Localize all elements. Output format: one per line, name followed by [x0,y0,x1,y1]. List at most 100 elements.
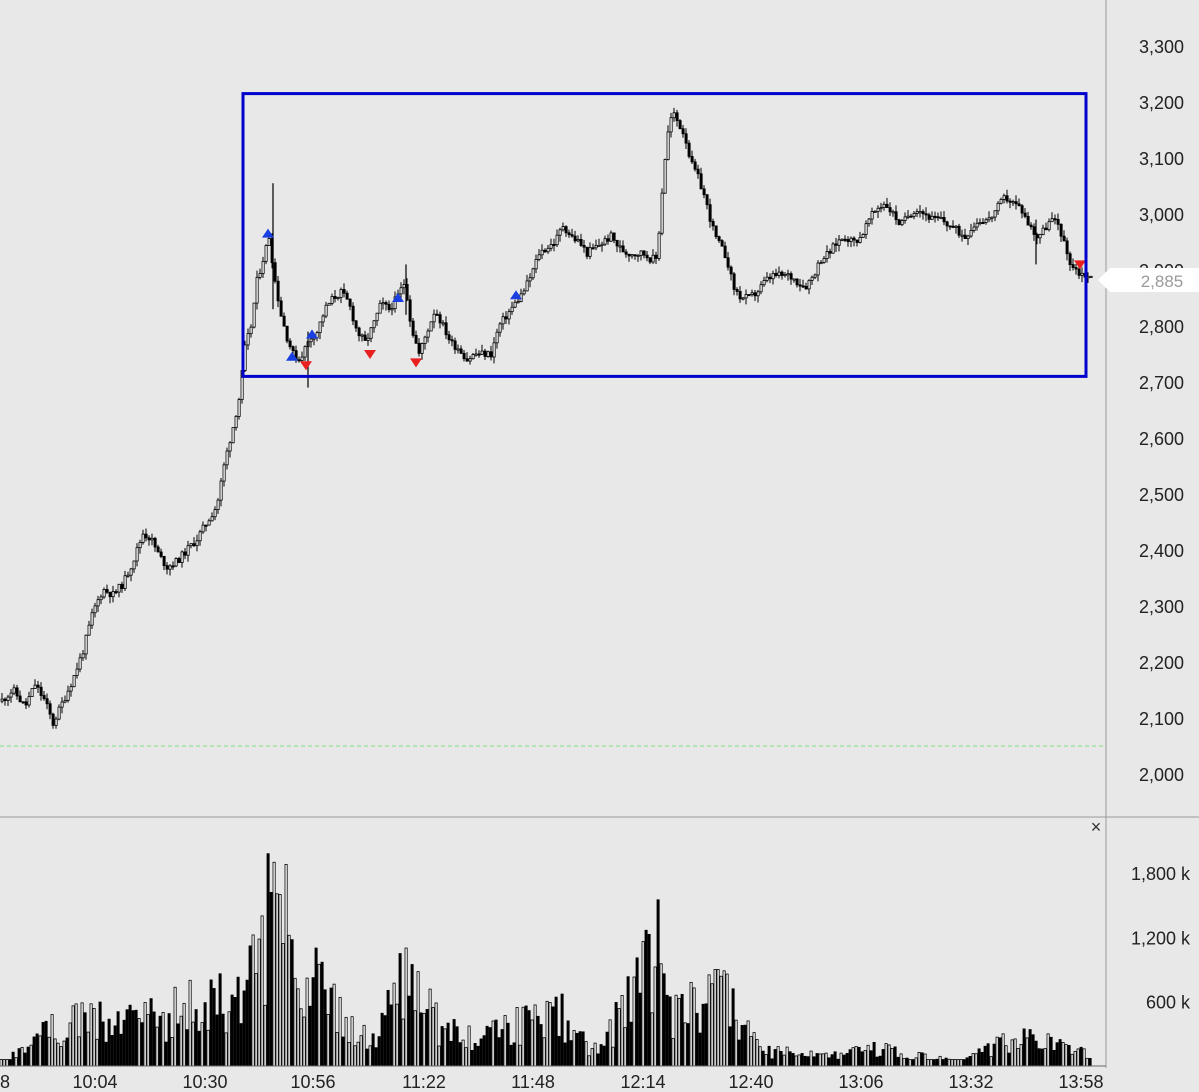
volume-bar [257,938,261,1067]
volume-bar [407,995,411,1067]
volume-bar [410,964,414,1067]
candle [456,344,460,354]
volume-bar [650,1012,654,1067]
candle-body [657,232,661,259]
candle [708,198,712,228]
candle-body [792,278,796,281]
volume-bar [617,1008,621,1067]
candle [600,241,604,252]
close-icon[interactable]: × [1091,817,1102,837]
candle-body [420,343,424,354]
volume-bar [1064,1044,1068,1067]
candle [60,697,64,714]
volume-bar [704,1003,708,1067]
candle [423,335,427,350]
candle [555,229,559,248]
candle [753,290,757,302]
candle-body [114,591,118,594]
candle-body [735,289,739,292]
candle [504,311,508,325]
volume-bar [725,973,729,1067]
volume-bar [1007,1052,1011,1067]
time-tick-label: 13:58 [1058,1072,1103,1092]
volume-bar [968,1055,972,1067]
candle-body [780,271,784,276]
candle-body [237,399,241,417]
candle [561,222,565,232]
candle [615,239,619,253]
volume-bar [1082,1048,1086,1067]
volume-bar [2,1059,6,1067]
volume-bar [47,1036,51,1067]
volume-bar [722,970,726,1067]
candle [375,312,379,326]
candle [180,550,184,568]
candle [135,543,139,567]
candle [690,150,694,165]
volume-bar [842,1054,846,1067]
candle [948,225,952,230]
candle [426,328,430,343]
last-price-marker: 2,885 [1098,268,1199,292]
candle-body [774,272,778,276]
candle-body [1065,240,1069,255]
candle [117,583,121,598]
candle-body [480,350,484,355]
candle [324,301,328,319]
candle-body [876,207,880,212]
candle [633,254,637,260]
candle [72,674,76,688]
volume-bar [236,976,240,1067]
candle [129,567,133,582]
candle [537,249,541,262]
candle [960,229,964,242]
volume-bar [635,957,639,1067]
candle [855,239,859,247]
candle-body [645,254,649,259]
candle [168,564,172,576]
candle-body [636,255,640,258]
volume-bar [485,1025,489,1067]
candle [54,716,58,729]
candle-body [219,480,223,501]
volume-bar [1058,1039,1062,1067]
candle [957,223,961,238]
candle [810,275,814,286]
candle-body [147,537,151,541]
candle [138,539,142,554]
candle-body [441,322,445,325]
candle [582,239,586,253]
candle-body [558,229,562,236]
candle-body [849,237,853,243]
candle-body [438,314,442,324]
candle [603,235,607,247]
candle-body [924,213,928,216]
candle-body [54,718,58,726]
candle-body [477,353,481,356]
candle [1071,258,1075,271]
volume-bar [431,1007,435,1067]
candle [156,544,160,553]
volume-bar [314,947,318,1067]
candle [738,286,742,303]
candle-body [687,142,691,157]
candle-body [72,674,76,688]
candle [132,560,136,573]
volume-bar [353,1045,357,1067]
candle [369,327,373,343]
volume-bar [158,1015,162,1067]
candle [552,238,556,252]
candle [795,278,799,288]
volume-bar [698,1032,702,1067]
candle [939,211,943,220]
candle [318,321,322,340]
candle [390,302,394,316]
time-axis-ticks: 8 10:04 10:30 10:56 11:22 11:48 12:14 12:40 13:0… [0,1072,1104,1092]
candle [831,242,835,254]
candle-body [288,340,292,348]
volume-bar [1010,1039,1014,1067]
volume-bar [737,1039,741,1067]
candle [9,688,13,703]
volume-bar [794,1055,798,1067]
